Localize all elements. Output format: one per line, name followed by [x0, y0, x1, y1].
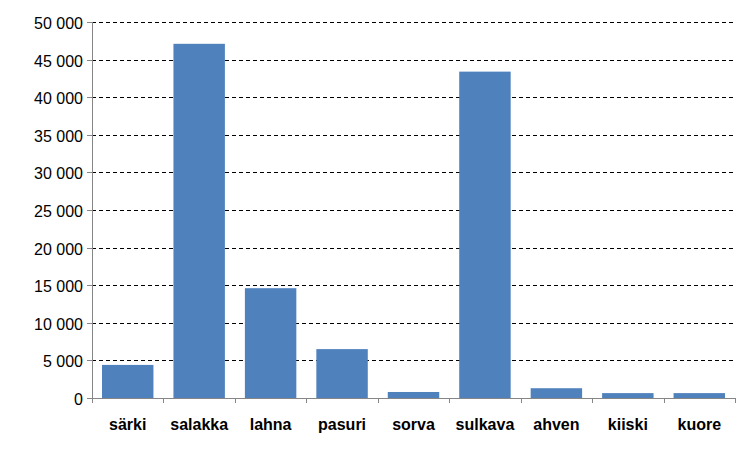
y-tick-label: 20 000 [34, 241, 83, 258]
y-tick-label: 25 000 [34, 203, 83, 220]
x-axis-line [92, 398, 735, 399]
y-tick-label: 30 000 [34, 165, 83, 182]
y-tick [87, 97, 92, 98]
y-axis: 0 5 000 10 000 15 000 20 000 25 000 30 000 35 0… [34, 15, 92, 408]
y-tick [87, 60, 92, 61]
x-tick [92, 398, 93, 403]
chart-container: 0 5 000 10 000 15 000 20 000 25 000 30 000 35 0… [0, 0, 750, 450]
x-tick-label: sulkava [456, 416, 515, 433]
x-tick-label: pasuri [318, 416, 366, 433]
y-tick-label: 40 000 [34, 90, 83, 107]
x-tick-label: ahven [533, 416, 579, 433]
y-tick [87, 22, 92, 23]
bar [459, 72, 510, 398]
x-tick [378, 398, 379, 403]
axes [92, 22, 736, 403]
x-tick-label: sorva [392, 416, 435, 433]
y-tick-label: 45 000 [34, 53, 83, 70]
grid-line [92, 22, 735, 23]
y-tick-label: 10 000 [34, 316, 83, 333]
x-axis: särki salakka lahna pasuri sorva sulkava ahven… [109, 416, 721, 433]
x-tick [235, 398, 236, 403]
x-tick-label: salakka [170, 416, 228, 433]
y-tick-label: 50 000 [34, 15, 83, 32]
y-tick [87, 135, 92, 136]
bars [102, 44, 725, 398]
x-tick [664, 398, 665, 403]
x-tick-label: särki [109, 416, 146, 433]
chart-svg: 0 5 000 10 000 15 000 20 000 25 000 30 000 35 0… [0, 0, 750, 450]
x-tick [163, 398, 164, 403]
y-tick [87, 285, 92, 286]
bar [102, 365, 153, 398]
x-tick [306, 398, 307, 403]
y-tick-label: 5 000 [43, 353, 83, 370]
x-tick [449, 398, 450, 403]
bar [388, 392, 439, 398]
y-tick [87, 398, 92, 399]
y-axis-line [92, 22, 93, 398]
x-tick [521, 398, 522, 403]
y-tick [87, 360, 92, 361]
bar [173, 44, 224, 398]
x-tick-label: kuore [677, 416, 721, 433]
y-tick-label: 0 [74, 391, 83, 408]
bar [674, 393, 725, 398]
x-tick [592, 398, 593, 403]
bar [245, 288, 296, 398]
x-tick-label: lahna [250, 416, 292, 433]
y-tick [87, 210, 92, 211]
y-tick-label: 15 000 [34, 278, 83, 295]
y-tick-label: 35 000 [34, 128, 83, 145]
x-tick-label: kiiski [608, 416, 648, 433]
x-tick [735, 398, 736, 403]
y-tick [87, 172, 92, 173]
y-tick [87, 248, 92, 249]
y-tick [87, 323, 92, 324]
bar [602, 393, 653, 398]
bar [531, 388, 582, 398]
bar [316, 349, 367, 398]
